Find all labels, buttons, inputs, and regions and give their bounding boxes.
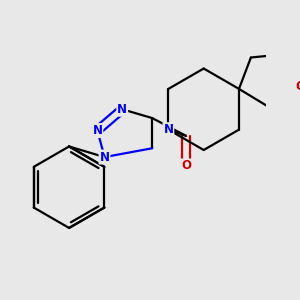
Text: N: N — [100, 151, 110, 164]
Text: N: N — [92, 124, 102, 137]
Text: O: O — [295, 80, 300, 93]
Text: O: O — [181, 159, 191, 172]
Text: N: N — [164, 123, 173, 136]
Text: N: N — [117, 103, 127, 116]
